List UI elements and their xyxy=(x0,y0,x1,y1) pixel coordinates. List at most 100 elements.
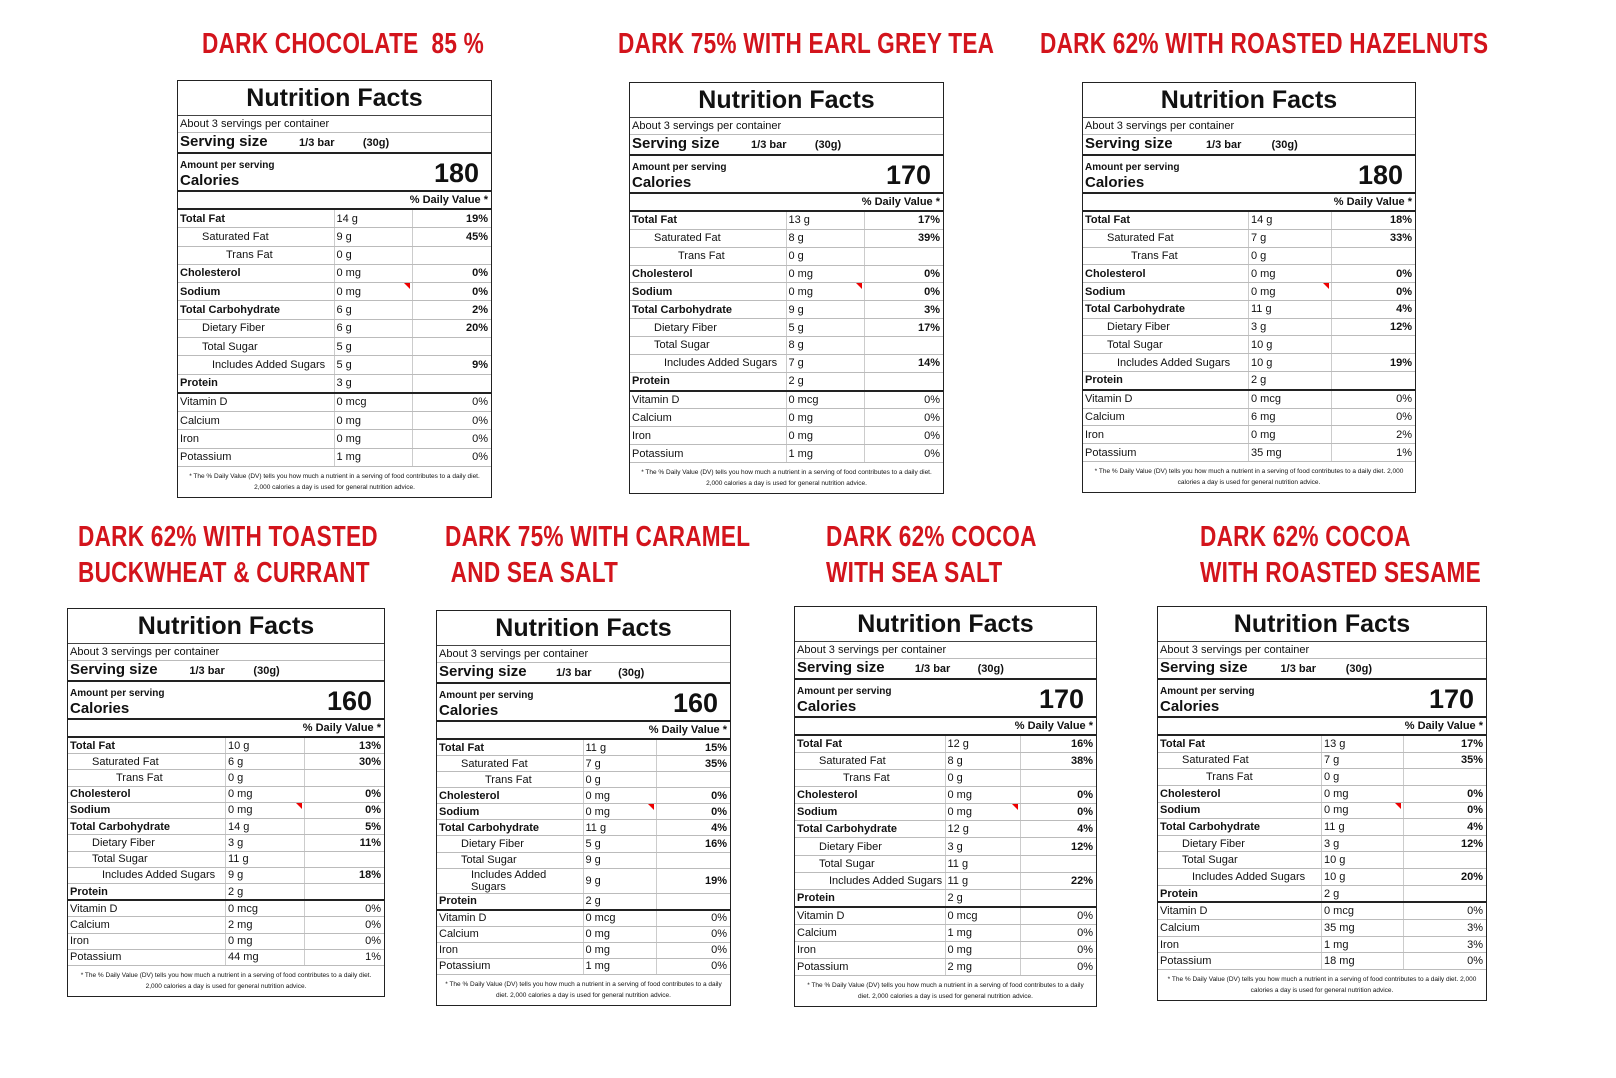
calories-labels: Amount per serving Calories xyxy=(1085,162,1179,192)
nutrient-row: Dietary Fiber 3 g 12% xyxy=(1158,835,1486,853)
calories-block: Amount per serving Calories 160 xyxy=(68,682,384,720)
footnote: * The % Daily Value (DV) tells you how m… xyxy=(80,972,372,990)
nutrient-amount: 6 g xyxy=(335,319,413,337)
dv-header: % Daily Value * xyxy=(437,722,730,740)
nutrient-amount: 0 mg xyxy=(335,283,413,301)
nutrient-name: Trans Fat xyxy=(178,246,335,264)
nutrient-row: Iron 0 mg 0% xyxy=(178,430,491,449)
nutrient-row: Iron 0 mg 0% xyxy=(630,427,943,446)
nutrient-amount: 8 g xyxy=(787,337,865,354)
calories-labels: Amount per serving Calories xyxy=(70,688,164,718)
nutrient-amount: 0 g xyxy=(335,246,413,264)
nutrient-dv: 19% xyxy=(704,874,727,887)
nutrient-dv-empty xyxy=(413,375,491,392)
nutrient-amount: 6 g xyxy=(335,301,413,319)
nutrient-name: Dietary Fiber xyxy=(437,836,584,852)
nutrient-row: Total Fat 13 g 17% xyxy=(1158,736,1486,753)
nutrient-dv-empty xyxy=(657,772,730,787)
dv-header: % Daily Value * xyxy=(1158,718,1486,736)
serving-size: Serving size 1/3 bar (30g) xyxy=(1158,659,1486,680)
nutrient-dv: 0% xyxy=(711,789,727,802)
nutrient-amount: 11 g xyxy=(584,740,657,756)
nutrient-row: Iron 0 mg 0% xyxy=(437,942,730,959)
amount-label: Amount per serving xyxy=(1085,162,1180,173)
nutrient-row: Trans Fat 0 g xyxy=(630,247,943,266)
heading: Nutrition Facts xyxy=(68,609,384,644)
nutrient-dv: 12% xyxy=(1389,321,1412,334)
serving-amount: 1/3 bar xyxy=(556,667,592,679)
nutrient-row: Total Sugar 11 g xyxy=(795,855,1096,873)
nutrient-dv: 4% xyxy=(1467,821,1483,834)
footnote: * The % Daily Value (DV) tells you how m… xyxy=(189,473,480,491)
nutrient-name: Total Sugar xyxy=(68,851,226,867)
heading: Nutrition Facts xyxy=(1158,607,1486,642)
nutrient-amount: 0 mcg xyxy=(226,901,305,917)
title-line: WITH ROASTED SESAME xyxy=(1200,557,1481,589)
nutrient-row: Saturated Fat 7 g 35% xyxy=(437,756,730,773)
nutrient-rows: Total Fat 11 g 15% Saturated Fat 7 g 35% Trans… xyxy=(437,740,730,976)
nutrient-name: Trans Fat xyxy=(437,772,584,788)
calories-block: Amount per serving Calories 160 xyxy=(437,684,730,722)
nutrient-amount: 0 mcg xyxy=(584,910,657,926)
nutrient-amount: 11 g xyxy=(946,872,1021,889)
nutrient-amount: 10 g xyxy=(1249,354,1332,372)
nutrient-row: Calcium 2 mg 0% xyxy=(68,917,384,934)
nutrient-name: Includes Added Sugars xyxy=(630,354,787,372)
nutrient-row: Sodium 0 mg 0% xyxy=(1158,802,1486,820)
footnote: * The % Daily Value (DV) tells you how m… xyxy=(1094,468,1404,486)
calories-labels: Amount per serving Calories xyxy=(632,162,726,192)
nutrient-amount: 5 g xyxy=(335,356,413,374)
nutrient-name: Cholesterol xyxy=(1158,785,1322,802)
nutrient-name: Iron xyxy=(68,933,226,949)
nutrient-amount: 10 g xyxy=(1249,336,1332,354)
product-title: DARK CHOCOLATE 85 % xyxy=(202,26,484,62)
nutrient-name: Sodium xyxy=(437,804,584,820)
nutrient-amount: 9 g xyxy=(787,301,865,319)
nutrient-dv: 0% xyxy=(365,804,381,817)
nutrient-rows: Total Fat 14 g 19% Saturated Fat 9 g 45% Trans… xyxy=(178,210,491,467)
nutrient-amount: 0 mg xyxy=(1322,802,1404,819)
nutrient-dv: 35% xyxy=(704,757,727,770)
nutrient-amount: 2 mg xyxy=(226,917,305,933)
serving-amount: 1/3 bar xyxy=(189,665,225,677)
nutrient-amount: 5 g xyxy=(584,836,657,852)
nutrient-row: Cholesterol 0 mg 0% xyxy=(178,264,491,284)
nutrient-dv: 18% xyxy=(1389,214,1412,227)
nutrient-dv-empty xyxy=(305,852,384,867)
nutrient-name: Iron xyxy=(178,430,335,448)
nutrition-label: Nutrition Facts About 3 servings per cont… xyxy=(1157,606,1487,1001)
nutrient-dv: 12% xyxy=(1070,840,1093,853)
calories-labels: Amount per serving Calories xyxy=(797,686,891,716)
nutrient-amount: 9 g xyxy=(584,852,657,868)
nutrient-row: Potassium 1 mg 0% xyxy=(178,448,491,467)
serving-size: Serving size 1/3 bar (30g) xyxy=(437,663,730,684)
nutrient-dv: 0% xyxy=(472,285,488,298)
nutrient-name: Sodium xyxy=(630,283,787,301)
nutrient-row: Total Carbohydrate 11 g 4% xyxy=(1158,819,1486,836)
nutrient-name: Saturated Fat xyxy=(1158,752,1322,769)
nutrient-amount: 0 mg xyxy=(584,926,657,942)
nutrient-dv: 0% xyxy=(711,912,727,925)
nutrient-row: Total Fat 14 g 19% xyxy=(178,210,491,229)
calories-value: 170 xyxy=(1428,684,1474,714)
nutrient-dv-empty xyxy=(413,247,491,264)
nutrition-label: Nutrition Facts About 3 servings per cont… xyxy=(177,80,492,498)
nutrient-amount: 0 mg xyxy=(584,942,657,958)
nutrient-amount: 0 mcg xyxy=(946,907,1021,924)
nutrient-row: Saturated Fat 9 g 45% xyxy=(178,228,491,247)
nutrient-row: Trans Fat 0 g xyxy=(178,246,491,265)
servings: About 3 servings per container xyxy=(1158,642,1486,659)
nutrient-dv: 0% xyxy=(711,960,727,973)
nutrient-dv: 14% xyxy=(917,357,940,370)
nutrient-name: Vitamin D xyxy=(1083,390,1249,408)
nutrient-dv-empty xyxy=(305,884,384,899)
nutrient-row: Potassium 2 mg 0% xyxy=(795,959,1096,977)
nutrient-amount: 7 g xyxy=(1249,229,1332,247)
nutrient-row: Total Sugar 10 g xyxy=(1158,852,1486,870)
nutrient-amount: 0 mg xyxy=(226,786,305,802)
nutrient-name: Cholesterol xyxy=(795,787,946,804)
nutrient-dv: 18% xyxy=(358,869,381,882)
nutrient-name: Cholesterol xyxy=(437,788,584,804)
serving-amount: 1/3 bar xyxy=(914,663,951,675)
